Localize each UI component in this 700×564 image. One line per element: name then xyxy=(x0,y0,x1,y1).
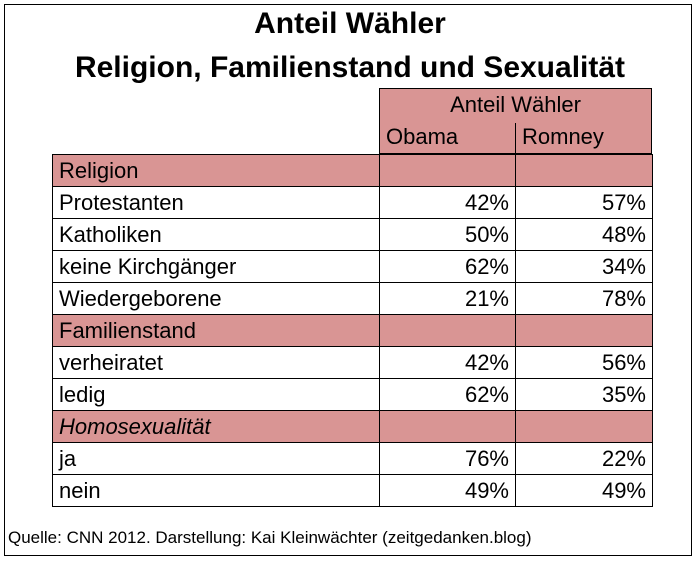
row-label: keine Kirchgänger xyxy=(52,250,380,283)
column-group-header: Anteil Wähler Obama Romney xyxy=(379,88,652,154)
value-cell-obama: 62% xyxy=(379,378,516,411)
section-empty-cell xyxy=(379,314,516,347)
table-row: keine Kirchgänger 62% 34% xyxy=(52,250,653,283)
value-cell-romney: 56% xyxy=(515,346,653,379)
section-row: Homosexualität xyxy=(52,410,653,443)
section-row: Familienstand xyxy=(52,314,653,347)
table-row: ledig 62% 35% xyxy=(52,378,653,411)
row-label: Protestanten xyxy=(52,186,380,219)
table-row: verheiratet 42% 56% xyxy=(52,346,653,379)
row-label: ledig xyxy=(52,378,380,411)
value-cell-obama: 42% xyxy=(379,186,516,219)
column-header-divider xyxy=(515,123,516,154)
section-empty-cell xyxy=(515,410,653,443)
table-row: Protestanten 42% 57% xyxy=(52,186,653,219)
value-cell-romney: 57% xyxy=(515,186,653,219)
row-label: nein xyxy=(52,474,380,507)
chart-title: Anteil Wähler xyxy=(254,7,446,40)
source-note: Quelle: CNN 2012. Darstellung: Kai Klein… xyxy=(8,528,532,547)
value-cell-obama: 50% xyxy=(379,218,516,251)
value-cell-romney: 78% xyxy=(515,282,653,315)
value-cell-romney: 34% xyxy=(515,250,653,283)
section-label: Homosexualität xyxy=(52,410,380,443)
chart-subtitle: Religion, Familienstand und Sexualität xyxy=(74,51,626,84)
value-cell-romney: 22% xyxy=(515,442,653,475)
section-label: Familienstand xyxy=(52,314,380,347)
section-empty-cell xyxy=(515,314,653,347)
row-label: ja xyxy=(52,442,380,475)
data-table: Religion Protestanten 42% 57% Katholiken 50% 4… xyxy=(52,154,653,507)
section-label: Religion xyxy=(52,154,380,187)
row-label: verheiratet xyxy=(52,346,380,379)
value-cell-romney: 48% xyxy=(515,218,653,251)
value-cell-obama: 76% xyxy=(379,442,516,475)
value-cell-romney: 49% xyxy=(515,474,653,507)
value-cell-obama: 49% xyxy=(379,474,516,507)
section-empty-cell xyxy=(379,154,516,187)
section-empty-cell xyxy=(515,154,653,187)
section-empty-cell xyxy=(379,410,516,443)
row-label: Wiedergeborene xyxy=(52,282,380,315)
value-cell-obama: 62% xyxy=(379,250,516,283)
value-cell-obama: 42% xyxy=(379,346,516,379)
column-header-obama: Obama xyxy=(386,124,459,149)
table-row: Wiedergeborene 21% 78% xyxy=(52,282,653,315)
value-cell-obama: 21% xyxy=(379,282,516,315)
table-row: Katholiken 50% 48% xyxy=(52,218,653,251)
table-row: nein 49% 49% xyxy=(52,474,653,507)
column-group-label: Anteil Wähler xyxy=(450,92,581,117)
table-row: ja 76% 22% xyxy=(52,442,653,475)
chart-frame xyxy=(4,4,692,556)
row-label: Katholiken xyxy=(52,218,380,251)
section-row: Religion xyxy=(52,154,653,187)
value-cell-romney: 35% xyxy=(515,378,653,411)
column-header-romney: Romney xyxy=(522,124,604,149)
